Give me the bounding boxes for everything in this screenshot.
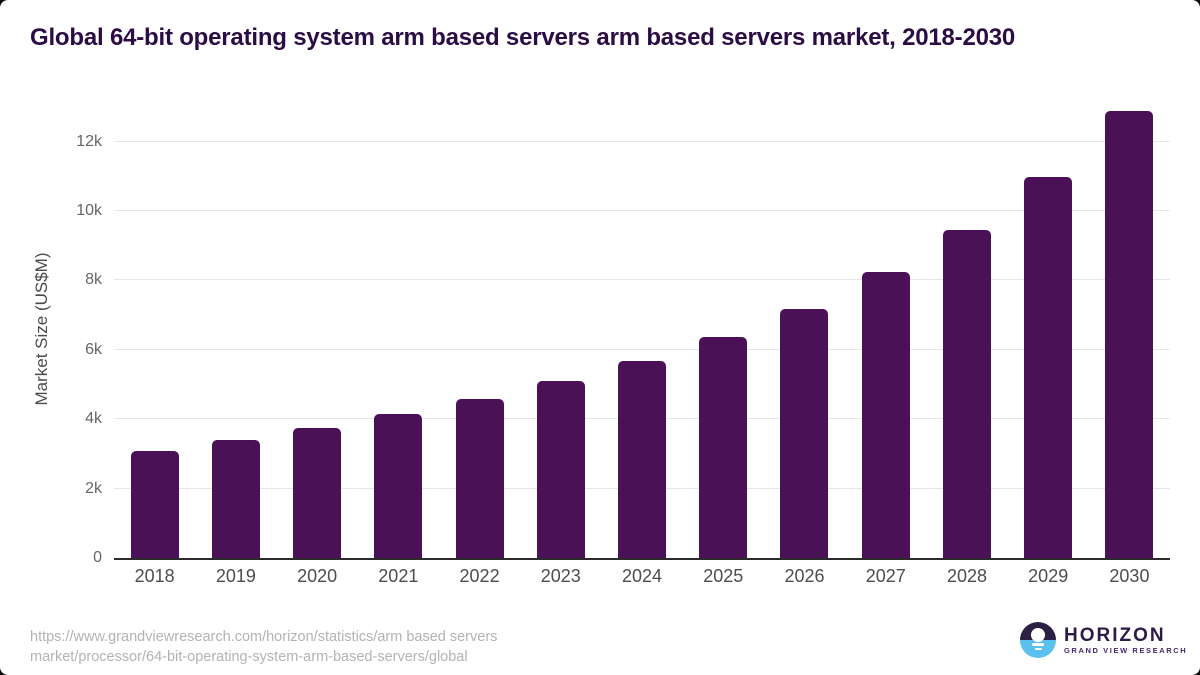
logo-text: HORIZON GRAND VIEW RESEARCH [1064,624,1188,655]
bar-2022[interactable] [455,399,504,558]
x-axis-label: 2027 [865,566,906,586]
gridline [114,210,1170,212]
logo-name: HORIZON [1064,624,1166,646]
y-tick-label: 8k [85,271,102,289]
bar-2021[interactable] [374,414,423,558]
y-tick-label: 10k [76,202,102,220]
x-axis-label: 2024 [622,566,663,586]
bar-slot [764,100,845,558]
gridline [114,279,1170,281]
bar-2023[interactable] [536,381,585,558]
bar-slot [601,100,682,558]
bar-2027[interactable] [861,272,910,558]
bar-slot [845,100,926,558]
x-axis-label: 2025 [703,566,744,586]
x-axis-labels: 2018 2019 2020 2021 2022 2023 2024 2025 2026 2027… [114,566,1170,587]
x-axis-label: 2020 [297,566,338,586]
y-tick-label: 4k [85,410,102,428]
x-axis-label: 2018 [134,566,175,586]
y-tick-label: 2k [85,479,102,497]
bar-slot [195,100,276,558]
bar-2026[interactable] [780,308,829,558]
x-axis-label: 2021 [378,566,419,586]
bar-slot [520,100,601,558]
bar-2025[interactable] [699,337,748,558]
horizon-logo-icon [1020,622,1056,658]
horizon-logo: HORIZON GRAND VIEW RESEARCH [1020,622,1187,658]
bar-2018[interactable] [130,450,179,558]
y-tick-label: 0 [93,549,102,566]
bar-2020[interactable] [293,428,342,558]
bar-2029[interactable] [1024,177,1073,558]
wave-icon [1032,643,1044,646]
plot-area: 0 2k 4k 6k 8k 10k 12k [76,100,1170,566]
x-axis-label: 2029 [1028,566,1069,586]
sun-icon [1031,628,1045,642]
bar-slot [683,100,764,558]
bar-slot [114,100,195,558]
x-axis-label: 2026 [784,566,825,586]
bar-2019[interactable] [211,440,260,558]
bar-slot [358,100,439,558]
bar-series [114,100,1170,558]
source-url-line1: https://www.grandviewresearch.com/horizo… [30,629,498,645]
wave-icon [1034,647,1042,650]
y-tick-label: 12k [76,132,102,150]
x-axis-label: 2019 [215,566,256,586]
bar-slot [926,100,1007,558]
bar-2024[interactable] [618,360,667,558]
source-url: https://www.grandviewresearch.com/horizo… [30,627,497,667]
y-axis-title: Market Size (US$M) [32,252,51,406]
x-axis-label: 2023 [540,566,581,586]
bar-slot [276,100,357,558]
bar-slot [439,100,520,558]
bar-2028[interactable] [942,229,991,558]
bar-slot [1089,100,1170,558]
bar-slot [1008,100,1089,558]
chart-title: Global 64-bit operating system arm based… [30,24,1016,51]
bar-2030[interactable] [1105,110,1154,558]
x-axis-label: 2030 [1109,566,1150,586]
logo-subtitle: GRAND VIEW RESEARCH [1064,645,1188,655]
gridline [114,348,1170,350]
x-axis-label: 2028 [946,566,987,586]
gridline [114,140,1170,142]
source-url-line2: market/processor/64-bit-operating-system… [30,649,468,665]
y-tick-label: 6k [85,340,102,358]
x-axis-label: 2022 [459,566,500,586]
